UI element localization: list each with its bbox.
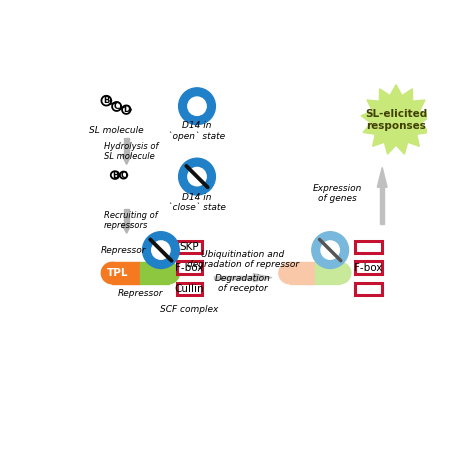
Text: C: C bbox=[114, 102, 119, 111]
Circle shape bbox=[179, 158, 215, 195]
Text: D: D bbox=[123, 105, 130, 114]
Ellipse shape bbox=[279, 262, 301, 284]
Circle shape bbox=[188, 97, 206, 115]
Polygon shape bbox=[254, 273, 272, 282]
FancyBboxPatch shape bbox=[177, 261, 201, 274]
Ellipse shape bbox=[158, 262, 179, 284]
FancyBboxPatch shape bbox=[355, 241, 382, 254]
Text: F-box: F-box bbox=[175, 263, 203, 273]
Bar bbox=[290, 262, 315, 284]
Bar bbox=[112, 262, 140, 284]
Text: D14 in
`close` state: D14 in `close` state bbox=[168, 193, 226, 212]
Bar bbox=[125, 138, 129, 155]
Ellipse shape bbox=[329, 262, 351, 284]
FancyBboxPatch shape bbox=[177, 241, 201, 254]
Circle shape bbox=[312, 232, 348, 268]
Text: Recruiting of
repressors: Recruiting of repressors bbox=[104, 210, 157, 230]
Text: D14 in
`open` state: D14 in `open` state bbox=[168, 121, 226, 141]
Text: SCF complex: SCF complex bbox=[160, 305, 219, 314]
Bar bbox=[140, 262, 169, 284]
Text: Ubiquitination and
degradation of repressor: Ubiquitination and degradation of repres… bbox=[187, 250, 299, 269]
Polygon shape bbox=[122, 155, 131, 164]
Text: B: B bbox=[103, 96, 109, 105]
Ellipse shape bbox=[101, 262, 123, 284]
Text: Repressor: Repressor bbox=[118, 289, 163, 298]
Text: Hydrolysis of
SL molecule: Hydrolysis of SL molecule bbox=[104, 142, 158, 161]
Bar bbox=[315, 262, 340, 284]
Circle shape bbox=[152, 241, 170, 259]
Text: SL-elicited
responses: SL-elicited responses bbox=[365, 109, 427, 131]
Text: Expression
of genes: Expression of genes bbox=[313, 184, 363, 203]
FancyBboxPatch shape bbox=[177, 283, 201, 295]
Polygon shape bbox=[361, 85, 431, 154]
Bar bbox=[214, 276, 254, 280]
Text: C: C bbox=[120, 171, 127, 180]
Text: Cullin: Cullin bbox=[174, 284, 204, 294]
FancyBboxPatch shape bbox=[355, 261, 382, 274]
Circle shape bbox=[188, 167, 206, 186]
Text: F-box: F-box bbox=[354, 263, 383, 273]
Text: B: B bbox=[112, 171, 118, 180]
Bar bbox=[380, 187, 384, 224]
Text: SKP: SKP bbox=[180, 242, 199, 252]
Bar bbox=[125, 209, 129, 224]
Circle shape bbox=[321, 241, 339, 259]
Polygon shape bbox=[122, 224, 131, 233]
Circle shape bbox=[179, 88, 215, 125]
Polygon shape bbox=[377, 167, 387, 187]
Text: Degradation
of receptor: Degradation of receptor bbox=[215, 274, 271, 293]
Circle shape bbox=[143, 232, 179, 268]
Text: Repressor: Repressor bbox=[100, 246, 146, 255]
Text: SL molecule: SL molecule bbox=[89, 126, 143, 135]
Text: TPL: TPL bbox=[107, 268, 129, 278]
FancyBboxPatch shape bbox=[355, 283, 382, 295]
